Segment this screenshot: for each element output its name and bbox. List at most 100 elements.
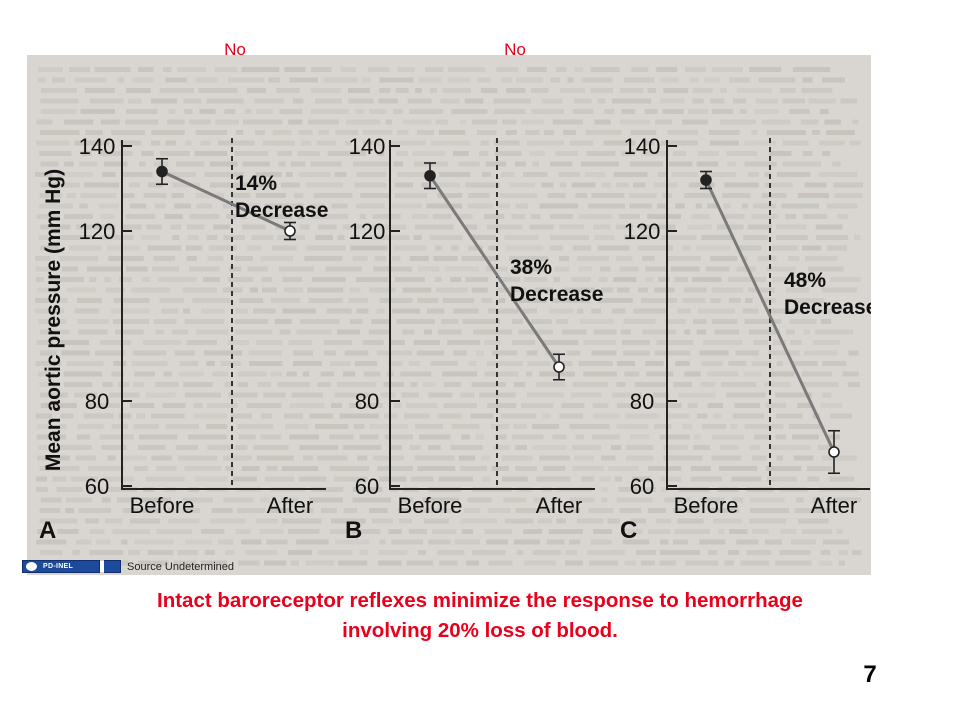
scan-text-smudge	[316, 140, 337, 146]
scan-text-smudge	[513, 424, 527, 429]
y-axis-label: Mean aortic pressure (mm Hg)	[42, 169, 65, 471]
scan-text-smudge	[96, 539, 111, 545]
scan-text-smudge	[761, 119, 791, 125]
scan-text-smudge	[302, 455, 313, 461]
scan-text-smudge	[349, 287, 361, 293]
scan-text-smudge	[320, 371, 335, 377]
scan-text-smudge	[425, 67, 444, 72]
scan-text-smudge	[118, 413, 132, 419]
scan-text-smudge	[156, 529, 193, 534]
scan-text-smudge	[101, 445, 127, 450]
scan-text-smudge	[422, 497, 460, 503]
scan-text-smudge	[195, 130, 227, 135]
scan-text-smudge	[821, 455, 857, 461]
scan-text-smudge	[207, 445, 232, 450]
license-badge[interactable]: PD-INEL	[22, 560, 100, 573]
scan-text-smudge	[819, 109, 829, 114]
scan-text-smudge	[36, 340, 53, 345]
scan-text-smudge	[400, 371, 432, 377]
scan-text-smudge	[566, 508, 581, 513]
scan-text-smudge	[331, 403, 343, 408]
scan-text-smudge	[625, 413, 660, 419]
scan-text-smudge	[805, 256, 838, 261]
scan-text-smudge	[83, 413, 114, 419]
scan-text-smudge	[532, 161, 540, 167]
scan-text-smudge	[377, 151, 385, 156]
scan-text-smudge	[61, 350, 90, 356]
scan-text-smudge	[174, 203, 191, 209]
scan-text-smudge	[830, 277, 861, 282]
scan-text-smudge	[684, 329, 691, 335]
scan-text-smudge	[498, 277, 521, 282]
scan-text-smudge	[555, 151, 578, 156]
scan-text-smudge	[120, 455, 147, 461]
scan-text-smudge	[235, 308, 248, 314]
scan-text-smudge	[36, 214, 60, 219]
scan-text-smudge	[387, 361, 403, 366]
scan-text-smudge	[196, 203, 212, 209]
scan-text-smudge	[365, 403, 383, 408]
scan-text-smudge	[619, 266, 639, 272]
scan-text-smudge	[292, 98, 304, 104]
scan-text-smudge	[447, 340, 481, 345]
scan-text-smudge	[59, 424, 67, 429]
scan-text-smudge	[515, 508, 556, 513]
scan-text-smudge	[749, 497, 785, 503]
scan-text-smudge	[803, 214, 827, 219]
scan-text-smudge	[842, 371, 859, 377]
caption-line: involving 20% loss of blood.	[342, 618, 618, 642]
scan-text-smudge	[766, 266, 797, 272]
scan-text-smudge	[189, 214, 220, 219]
scan-text-smudge	[428, 539, 451, 545]
scan-text-smudge	[379, 298, 413, 303]
scan-text-smudge	[254, 98, 285, 104]
scan-text-smudge	[389, 340, 405, 345]
copyright-icon	[26, 562, 37, 571]
scan-text-smudge	[539, 371, 575, 377]
scan-text-smudge	[710, 298, 721, 303]
scan-text-smudge	[40, 329, 70, 335]
scan-text-smudge	[100, 214, 115, 219]
scan-text-smudge	[727, 277, 766, 282]
scan-text-smudge	[766, 476, 797, 482]
scan-text-smudge	[423, 518, 449, 524]
scan-text-smudge	[193, 413, 227, 419]
scan-text-smudge	[577, 308, 584, 314]
scan-text-smudge	[255, 130, 266, 135]
scan-text-smudge	[148, 182, 163, 188]
scan-text-smudge	[159, 88, 194, 93]
scan-text-smudge	[671, 172, 698, 177]
scan-text-smudge	[728, 550, 740, 555]
scan-text-smudge	[260, 434, 281, 440]
scan-text-smudge	[637, 245, 674, 251]
scan-text-smudge	[304, 256, 343, 261]
scan-text-smudge	[800, 277, 825, 282]
scan-text-smudge	[736, 88, 772, 93]
scan-text-smudge	[804, 182, 827, 188]
scan-text-smudge	[284, 67, 306, 72]
scan-text-smudge	[393, 109, 403, 114]
scan-text-smudge	[769, 151, 792, 156]
scan-text-smudge	[278, 161, 286, 167]
scan-text-smudge	[288, 340, 312, 345]
scan-text-smudge	[724, 560, 734, 566]
scan-text-smudge	[693, 319, 707, 324]
scan-text-smudge	[379, 539, 386, 545]
scan-text-smudge	[503, 497, 527, 503]
scan-text-smudge	[487, 361, 523, 366]
scan-text-smudge	[782, 140, 809, 146]
scan-text-smudge	[468, 193, 490, 198]
scan-text-smudge	[616, 497, 653, 503]
scan-text-smudge	[300, 319, 340, 324]
scan-text-smudge	[244, 109, 252, 114]
scan-text-smudge	[435, 119, 448, 125]
scan-text-smudge	[262, 140, 295, 146]
scan-text-smudge	[454, 539, 481, 545]
scan-text-smudge	[241, 466, 260, 471]
scan-text-smudge	[815, 235, 849, 240]
scan-text-smudge	[118, 277, 133, 282]
scan-text-smudge	[523, 308, 537, 314]
scan-text-smudge	[497, 203, 511, 209]
scan-text-smudge	[517, 550, 524, 555]
scan-text-smudge	[789, 109, 810, 114]
